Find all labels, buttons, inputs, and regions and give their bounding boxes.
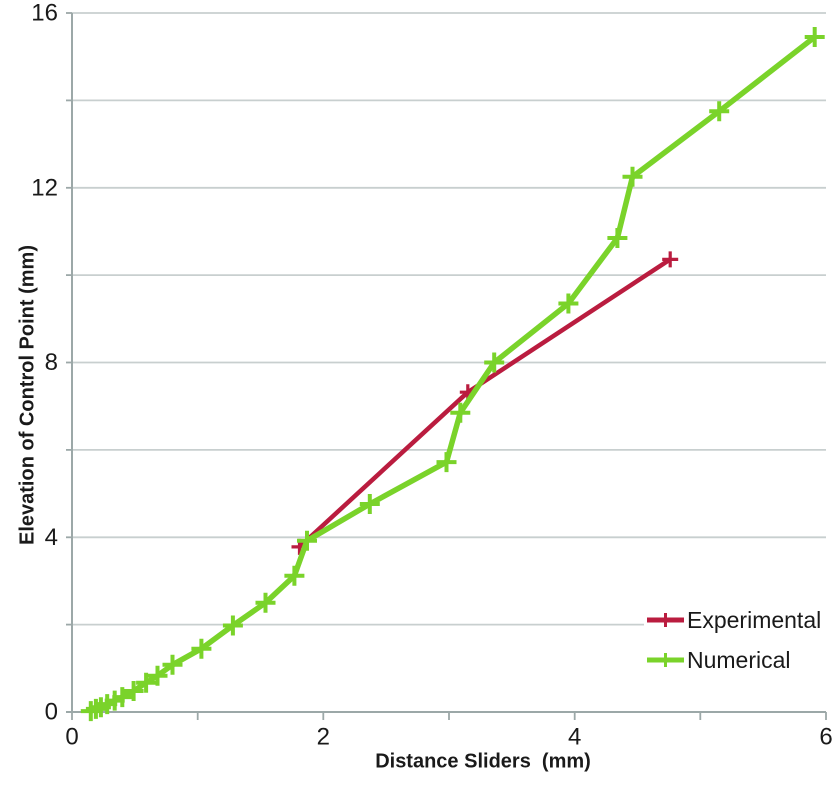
y-tick-label: 12: [31, 174, 58, 201]
legend-box: [644, 596, 833, 684]
legend-swatch-marker-experimental: [658, 613, 673, 627]
y-tick-label: 8: [45, 349, 58, 376]
y-tick-label: 4: [45, 524, 58, 551]
x-axis-title: Distance Sliders (mm): [375, 750, 591, 773]
series-markers-experimental: [291, 251, 679, 555]
y-tick-label: 16: [31, 0, 58, 27]
legend-label-numerical: Numerical: [687, 647, 791, 673]
y-tick-label: 0: [45, 699, 58, 726]
legend-swatch-marker-numerical: [658, 653, 673, 667]
series-line-experimental: [297, 257, 672, 549]
x-tick-label: 2: [317, 724, 330, 751]
series-markers-numerical: [80, 27, 825, 722]
x-tick-label: 6: [819, 724, 832, 751]
x-tick-label: 0: [65, 724, 78, 751]
x-tick-label: 4: [568, 724, 581, 751]
legend-label-experimental: Experimental: [687, 607, 821, 633]
y-axis-title: Elevation of Control Point (mm): [16, 245, 39, 545]
